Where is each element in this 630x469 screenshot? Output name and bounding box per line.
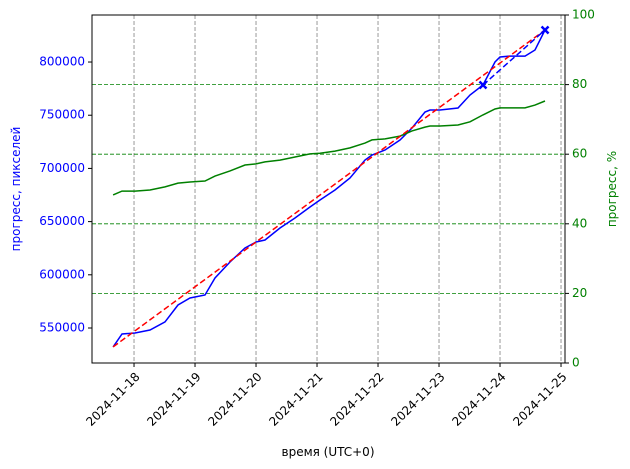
- y-tick-label: 800000: [39, 55, 85, 69]
- x-tick-label: 2024-11-23: [388, 370, 447, 429]
- y2-tick-label: 60: [572, 147, 587, 161]
- x-tick-label: 2024-11-22: [327, 370, 386, 429]
- series-line: [112, 29, 546, 348]
- x-axis-label: время (UTC+0): [282, 445, 375, 459]
- point-marker: [478, 80, 488, 90]
- y-tick-label: 650000: [39, 214, 85, 228]
- series-line: [112, 29, 546, 348]
- y-tick-label: 600000: [39, 267, 85, 281]
- series-line: [482, 29, 546, 86]
- x-tick-label: 2024-11-25: [510, 370, 569, 429]
- x-tick-label: 2024-11-24: [449, 370, 508, 429]
- series-line: [112, 100, 546, 196]
- x-tick-label: 2024-11-18: [83, 370, 142, 429]
- y-tick-label: 550000: [39, 320, 85, 334]
- x-tick-label: 2024-11-21: [266, 370, 325, 429]
- y-tick-label: 700000: [39, 161, 85, 175]
- y2-tick-label: 20: [572, 286, 587, 300]
- y-axis-label: прогресс, пикселей: [9, 127, 23, 252]
- y2-tick-label: 100: [572, 8, 595, 22]
- x-tick-label: 2024-11-19: [144, 370, 203, 429]
- x-tick-label: 2024-11-20: [205, 370, 264, 429]
- point-marker: [540, 25, 550, 35]
- y2-tick-label: 0: [572, 356, 580, 370]
- plot-lines: [112, 25, 550, 348]
- y2-axis-label: прогресс, %: [605, 151, 619, 227]
- y-tick-label: 750000: [39, 108, 85, 122]
- y2-tick-label: 40: [572, 216, 587, 230]
- y2-tick-label: 80: [572, 77, 587, 91]
- plot-frame: [91, 14, 566, 364]
